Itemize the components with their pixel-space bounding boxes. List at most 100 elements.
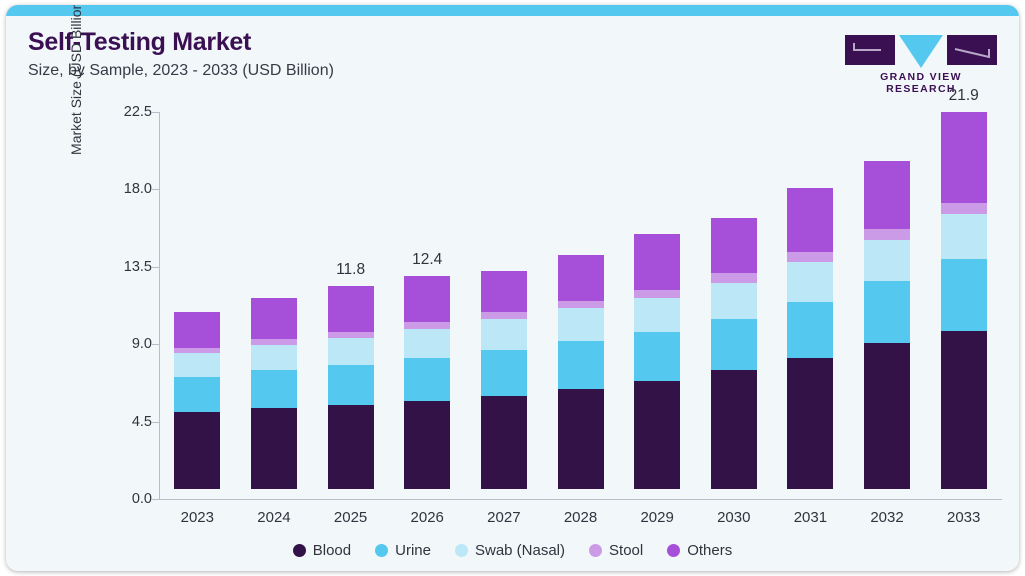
stacked-bar[interactable] <box>174 311 221 489</box>
bar-segment-swab-nasal[interactable] <box>710 282 757 319</box>
bar-group[interactable] <box>787 102 834 489</box>
legend-swatch-icon <box>589 544 603 557</box>
bar-group[interactable] <box>250 102 297 489</box>
bar-segment-blood[interactable] <box>634 380 681 489</box>
y-axis-tick-mark <box>152 189 159 191</box>
bar-segment-blood[interactable] <box>557 389 604 489</box>
bar-segment-urine[interactable] <box>557 341 604 390</box>
grand-view-research-logo: GRAND VIEW RESEARCH <box>845 33 997 95</box>
stacked-bar[interactable] <box>634 234 681 489</box>
bar-segment-others[interactable] <box>634 234 681 290</box>
bar-group[interactable] <box>864 102 911 489</box>
bar-segment-blood[interactable] <box>480 396 527 489</box>
bar-segment-others[interactable] <box>250 298 297 340</box>
legend-swatch-icon <box>667 544 681 557</box>
x-axis-tick-label: 2024 <box>257 509 291 526</box>
bar-segment-swab-nasal[interactable] <box>327 337 374 366</box>
bar-segment-urine[interactable] <box>174 377 221 412</box>
logo-marks <box>845 33 997 68</box>
stacked-bar[interactable] <box>557 255 604 489</box>
bar-segment-urine[interactable] <box>710 318 757 371</box>
bar-segment-others[interactable] <box>940 112 987 203</box>
bar-segment-urine[interactable] <box>634 332 681 381</box>
bar-group[interactable] <box>557 102 604 489</box>
logo-left-line <box>853 49 881 51</box>
y-axis-tick-label: 22.5 <box>123 104 152 120</box>
bar-segment-urine[interactable] <box>480 349 527 397</box>
bar-segment-urine[interactable] <box>327 365 374 405</box>
bar-segment-blood[interactable] <box>864 342 911 489</box>
legend-item-blood[interactable]: Blood <box>292 542 351 559</box>
bar-segment-others[interactable] <box>710 218 757 274</box>
x-axis-tick-label: 2027 <box>487 509 521 526</box>
bar-group[interactable] <box>174 102 221 489</box>
bar-segment-stool[interactable] <box>404 322 451 330</box>
bar-segment-swab-nasal[interactable] <box>480 318 527 350</box>
chart-header: Self-Testing Market Size, by Sample, 202… <box>28 27 1001 95</box>
stacked-bar[interactable] <box>327 286 374 489</box>
legend-swatch-icon <box>454 544 468 557</box>
legend-label: Others <box>687 542 733 559</box>
stacked-bar[interactable] <box>710 218 757 489</box>
bar-segment-swab-nasal[interactable] <box>404 329 451 359</box>
bar-segment-urine[interactable] <box>864 280 911 343</box>
legend-item-others[interactable]: Others <box>667 542 732 559</box>
bar-segment-urine[interactable] <box>250 370 297 409</box>
bar-segment-blood[interactable] <box>327 404 374 489</box>
stacked-bar[interactable] <box>250 298 297 489</box>
bar-segment-stool[interactable] <box>250 339 297 345</box>
bar-group[interactable] <box>634 102 681 489</box>
bar-segment-stool[interactable] <box>787 251 834 262</box>
legend-label: Stool <box>609 542 644 559</box>
bar-segment-blood[interactable] <box>940 330 987 489</box>
bar-segment-stool[interactable] <box>174 347 221 354</box>
y-axis-tick-mark <box>152 499 159 500</box>
bar-segment-swab-nasal[interactable] <box>174 353 221 378</box>
bar-segment-blood[interactable] <box>404 401 451 489</box>
y-axis-tick-mark <box>152 421 159 423</box>
bar-segment-blood[interactable] <box>787 358 834 489</box>
bar-segment-stool[interactable] <box>634 289 681 299</box>
stacked-bar[interactable] <box>940 112 987 489</box>
legend-item-urine[interactable]: Urine <box>375 542 431 559</box>
bar-segment-swab-nasal[interactable] <box>940 213 987 259</box>
bar-group[interactable]: 21.9 <box>940 87 987 489</box>
bar-segment-blood[interactable] <box>174 411 221 489</box>
bar-segment-others[interactable] <box>864 160 911 230</box>
bar-segment-urine[interactable] <box>940 258 987 331</box>
bar-segment-urine[interactable] <box>787 301 834 359</box>
bar-group[interactable] <box>710 102 757 489</box>
bar-segment-stool[interactable] <box>710 273 757 283</box>
legend-label: Swab (Nasal) <box>474 542 566 559</box>
bar-segment-others[interactable] <box>787 188 834 252</box>
stacked-bar[interactable] <box>480 271 527 489</box>
bar-group[interactable]: 11.8 <box>327 102 374 489</box>
bar-segment-swab-nasal[interactable] <box>250 344 297 371</box>
legend-label: Urine <box>395 542 431 559</box>
bar-segment-urine[interactable] <box>404 358 451 402</box>
bar-segment-stool[interactable] <box>327 331 374 338</box>
bar-segment-others[interactable] <box>480 271 527 312</box>
bar-segment-others[interactable] <box>174 311 221 348</box>
bar-segment-stool[interactable] <box>557 300 604 309</box>
bar-group[interactable] <box>480 102 527 489</box>
stacked-bar[interactable] <box>864 160 911 489</box>
legend-item-stool[interactable]: Stool <box>589 542 643 559</box>
bar-segment-swab-nasal[interactable] <box>787 261 834 302</box>
bar-segment-others[interactable] <box>404 275 451 323</box>
bar-segment-swab-nasal[interactable] <box>864 239 911 281</box>
stacked-bar[interactable] <box>787 188 834 489</box>
stacked-bar[interactable] <box>404 275 451 489</box>
bar-segment-swab-nasal[interactable] <box>634 298 681 333</box>
bar-segment-stool[interactable] <box>940 202 987 214</box>
bar-segment-swab-nasal[interactable] <box>557 308 604 342</box>
y-axis-tick-label: 9.0 <box>131 336 152 353</box>
legend-item-swab-nasal[interactable]: Swab (Nasal) <box>454 542 566 559</box>
bar-segment-others[interactable] <box>557 255 604 301</box>
bar-segment-blood[interactable] <box>710 370 757 489</box>
bar-segment-stool[interactable] <box>864 229 911 240</box>
bar-segment-stool[interactable] <box>480 311 527 319</box>
bar-group[interactable]: 12.4 <box>404 102 451 489</box>
bar-segment-others[interactable] <box>327 286 374 332</box>
bar-segment-blood[interactable] <box>250 408 297 489</box>
